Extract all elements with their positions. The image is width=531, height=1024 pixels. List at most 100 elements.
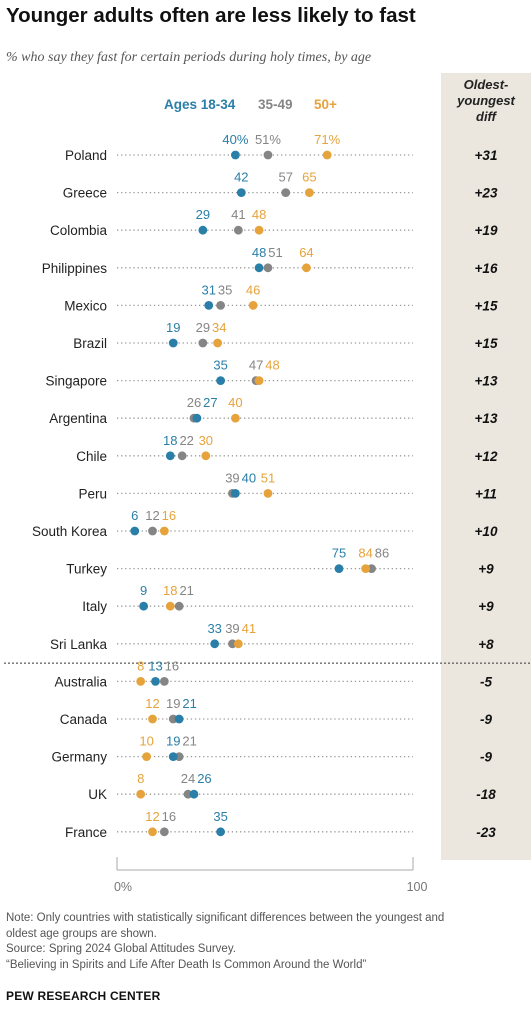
diff-value: -5 xyxy=(480,674,492,689)
dot-old xyxy=(201,451,211,461)
country-label: Australia xyxy=(54,674,107,689)
country-label: Peru xyxy=(78,486,107,501)
diff-value: +19 xyxy=(475,223,498,238)
dot-plot-chart: 0% 100 Poland 40% 51% 71% +31 Greece 42 57 65 +23 Co… xyxy=(4,132,531,894)
value-label-mid: 21 xyxy=(179,583,193,598)
country-label: Turkey xyxy=(66,562,107,577)
value-label-young: 42 xyxy=(234,170,248,185)
dot-mid xyxy=(233,225,243,235)
value-label-old: 10 xyxy=(139,734,153,749)
diff-value: +15 xyxy=(475,298,498,313)
chart-subtitle: % who say they fast for certain periods … xyxy=(6,50,372,65)
value-label-old: 65 xyxy=(302,170,316,185)
country-label: Singapore xyxy=(45,374,107,389)
value-label-mid: 22 xyxy=(179,433,193,448)
dot-old xyxy=(148,827,157,837)
dot-mid xyxy=(216,301,226,310)
legend-item-mid: 35-49 xyxy=(258,97,293,112)
dot-old xyxy=(263,489,273,498)
value-label-mid: 51% xyxy=(255,132,281,147)
value-label-young: 21 xyxy=(182,696,196,711)
value-label-mid: 16 xyxy=(165,658,179,673)
x-tick-label: 0% xyxy=(114,880,132,894)
country-label: Sri Lanka xyxy=(50,637,108,652)
value-label-old: 51 xyxy=(261,470,275,485)
value-label-young: 75 xyxy=(332,546,346,561)
diff-header-line: diff xyxy=(476,109,496,124)
value-label-old: 34 xyxy=(212,320,226,335)
diff-value: +12 xyxy=(475,449,498,464)
value-label-young: 31 xyxy=(202,282,216,297)
value-label-mid: 29 xyxy=(196,320,210,335)
dot-mid xyxy=(177,451,187,461)
diff-value: +11 xyxy=(475,486,497,501)
country-label: Philippines xyxy=(42,261,108,276)
country-label: UK xyxy=(88,787,107,802)
value-label-old: 48 xyxy=(252,207,266,222)
dot-young xyxy=(139,601,149,611)
country-label: Poland xyxy=(65,148,107,163)
value-label-old: 64 xyxy=(299,245,313,260)
value-label-old: 18 xyxy=(163,583,177,598)
dot-mid xyxy=(148,526,157,536)
diff-value: -18 xyxy=(476,787,496,802)
dot-mid xyxy=(198,338,208,348)
dot-old xyxy=(254,225,264,235)
diff-column-background xyxy=(441,73,531,860)
brand-logo-text: PEW RESEARCH CENTER xyxy=(6,989,161,1003)
diff-header-line: youngest xyxy=(457,93,515,108)
value-label-mid: 57 xyxy=(278,170,292,185)
notes: Note: Only countries with statistically … xyxy=(6,911,444,973)
dot-young xyxy=(198,225,208,235)
country-label: Canada xyxy=(60,712,108,727)
value-label-old: 12 xyxy=(145,696,159,711)
source-line: Source: Spring 2024 Global Attitudes Sur… xyxy=(6,943,236,955)
dot-young xyxy=(130,526,140,536)
dot-old xyxy=(361,564,371,573)
value-label-mid: 39 xyxy=(225,470,239,485)
dot-old xyxy=(254,376,264,385)
dot-young xyxy=(210,639,220,649)
value-label-young: 18 xyxy=(163,433,177,448)
value-label-old: 30 xyxy=(199,433,213,448)
value-label-young: 33 xyxy=(207,621,221,636)
value-label-old: 48 xyxy=(265,358,279,373)
value-label-mid: 47 xyxy=(249,358,263,373)
dot-old xyxy=(136,677,146,686)
value-label-old: 71% xyxy=(314,132,340,147)
dot-old xyxy=(159,526,169,536)
dot-mid xyxy=(159,677,169,686)
value-label-old: 8 xyxy=(137,771,144,786)
country-label: Germany xyxy=(51,750,107,765)
dot-young xyxy=(189,789,199,799)
note-line: Note: Only countries with statistically … xyxy=(6,912,445,924)
dot-old xyxy=(233,639,243,649)
dot-mid xyxy=(281,188,291,198)
dot-young xyxy=(334,564,344,573)
value-label-mid: 24 xyxy=(181,771,195,786)
dot-young xyxy=(236,188,246,198)
diff-value: -23 xyxy=(476,825,496,840)
value-label-mid: 21 xyxy=(182,734,196,749)
diff-header-line: Oldest- xyxy=(463,77,509,92)
dot-old xyxy=(248,301,258,310)
diff-value: +13 xyxy=(475,374,498,389)
dot-young xyxy=(168,338,178,348)
dot-mid xyxy=(263,263,273,273)
country-label: Colombia xyxy=(50,223,108,238)
dot-old xyxy=(165,601,175,611)
diff-value: -9 xyxy=(480,712,492,727)
diff-value: +15 xyxy=(475,336,498,351)
diff-value: +8 xyxy=(478,637,494,652)
country-label: Greece xyxy=(63,186,107,201)
country-label: France xyxy=(65,825,107,840)
value-label-mid: 51 xyxy=(268,245,282,260)
dot-old xyxy=(322,150,332,160)
dot-young xyxy=(151,677,160,686)
country-label: Mexico xyxy=(64,298,107,313)
value-label-young: 40% xyxy=(222,132,248,147)
value-label-mid: 41 xyxy=(231,207,245,222)
dot-old xyxy=(136,789,146,799)
dot-young xyxy=(216,827,226,837)
dot-mid xyxy=(174,601,184,611)
